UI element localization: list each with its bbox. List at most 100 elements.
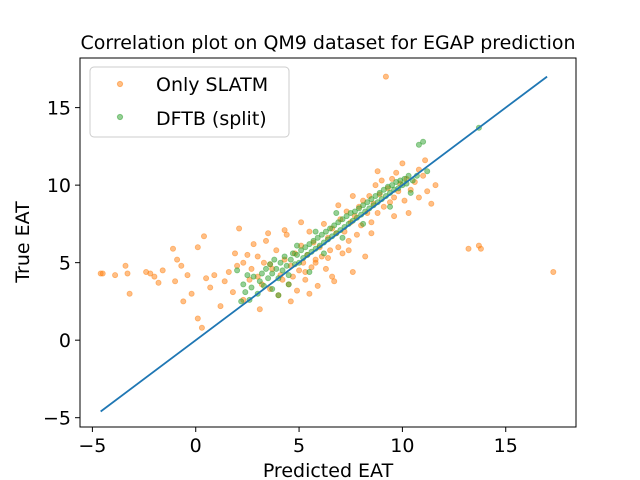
legend-label-only-slatm: Only SLATM xyxy=(156,74,268,96)
data-point xyxy=(159,267,166,274)
data-point xyxy=(343,213,350,220)
data-point xyxy=(203,275,210,282)
data-point xyxy=(327,225,334,232)
data-point xyxy=(277,259,284,266)
data-point xyxy=(262,237,269,244)
x-axis-label: Predicted EAT xyxy=(263,460,394,480)
data-point xyxy=(217,303,224,310)
data-point xyxy=(477,245,484,252)
data-point xyxy=(349,268,356,275)
data-point xyxy=(240,281,247,288)
x-tick-label: −5 xyxy=(78,435,106,457)
x-tick-label: 10 xyxy=(390,435,414,457)
reference-line xyxy=(100,75,548,413)
legend: Only SLATM DFTB (split) xyxy=(89,66,290,138)
data-point xyxy=(314,234,321,241)
y-tick-label: 10 xyxy=(47,175,71,197)
data-point xyxy=(244,251,251,258)
data-point xyxy=(333,209,340,216)
data-point xyxy=(250,241,257,248)
data-point xyxy=(322,265,329,272)
axes-frame xyxy=(79,57,577,428)
data-point xyxy=(374,168,381,175)
data-point xyxy=(428,200,435,207)
data-point xyxy=(368,219,375,226)
data-point xyxy=(314,282,321,289)
data-point xyxy=(424,188,431,195)
chart-title: Correlation plot on QM9 dataset for EGAP… xyxy=(80,32,575,54)
data-point xyxy=(178,262,185,269)
data-point xyxy=(250,273,257,280)
data-point xyxy=(269,285,276,292)
data-point xyxy=(432,182,439,189)
data-point xyxy=(349,192,356,199)
data-point xyxy=(320,250,327,257)
data-point xyxy=(242,289,249,296)
data-point xyxy=(296,267,303,274)
data-point xyxy=(248,284,255,291)
data-point xyxy=(273,247,280,254)
data-point xyxy=(355,205,362,212)
data-point xyxy=(285,272,292,279)
data-point xyxy=(279,267,286,274)
data-point xyxy=(360,220,367,227)
y-tick-label: −5 xyxy=(43,408,71,430)
y-axis-label: True EAT xyxy=(12,201,34,284)
x-tick-label: 5 xyxy=(293,435,305,457)
data-point xyxy=(302,244,309,251)
data-point xyxy=(415,141,422,148)
data-point xyxy=(335,219,342,226)
data-point xyxy=(260,259,267,266)
plot-area xyxy=(97,73,557,413)
data-point xyxy=(374,209,381,216)
data-point xyxy=(386,203,393,210)
data-point xyxy=(258,270,265,277)
data-point xyxy=(420,172,427,179)
data-point xyxy=(405,172,412,179)
data-point xyxy=(234,267,241,274)
data-point xyxy=(221,278,228,285)
data-point xyxy=(174,256,181,263)
data-point xyxy=(345,247,352,254)
data-point xyxy=(306,268,313,275)
data-point xyxy=(376,189,383,196)
data-point xyxy=(172,278,179,285)
data-point xyxy=(151,273,158,280)
data-point xyxy=(267,261,274,268)
data-point xyxy=(405,209,412,216)
data-point xyxy=(335,244,342,251)
data-point xyxy=(362,253,369,260)
data-point xyxy=(335,202,342,209)
data-point xyxy=(351,208,358,215)
data-point xyxy=(407,189,414,196)
data-point xyxy=(256,278,263,285)
data-point xyxy=(550,268,557,275)
data-point xyxy=(415,194,422,201)
data-point xyxy=(238,298,245,305)
data-point xyxy=(200,233,207,240)
data-point xyxy=(244,272,251,279)
data-point xyxy=(310,237,317,244)
data-point xyxy=(122,262,129,269)
data-point xyxy=(273,265,280,272)
data-point xyxy=(254,253,261,260)
data-point xyxy=(155,279,162,286)
data-point xyxy=(378,177,385,184)
data-point xyxy=(422,157,429,164)
y-tick-label: 0 xyxy=(59,330,71,352)
data-point xyxy=(399,160,406,167)
data-point xyxy=(194,315,201,322)
data-point xyxy=(184,272,191,279)
data-point xyxy=(293,287,300,294)
data-point xyxy=(269,270,276,277)
data-point xyxy=(391,213,398,220)
data-point xyxy=(281,253,288,260)
data-point xyxy=(345,237,352,244)
y-tick-label: 5 xyxy=(59,253,71,275)
data-point xyxy=(364,199,371,206)
x-tick-label: 15 xyxy=(494,435,518,457)
data-point xyxy=(271,256,278,263)
data-point xyxy=(287,256,294,263)
data-point xyxy=(320,220,327,227)
data-point xyxy=(124,270,131,277)
